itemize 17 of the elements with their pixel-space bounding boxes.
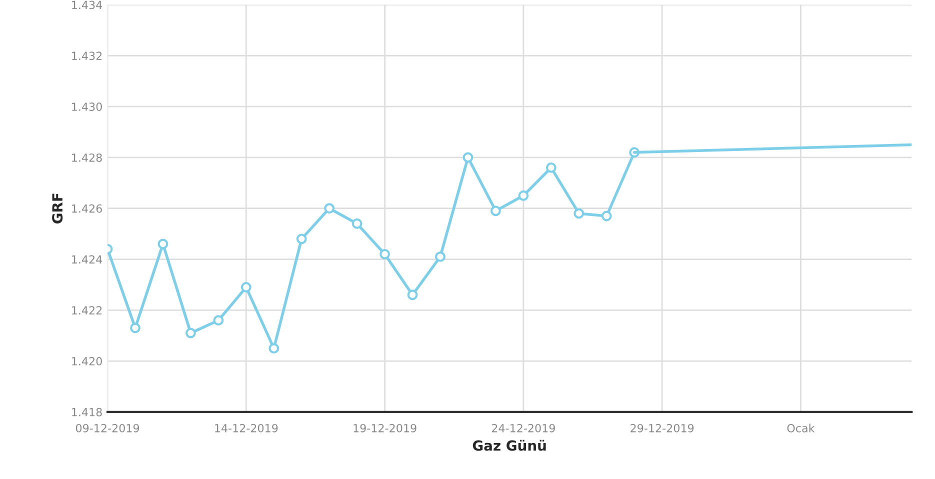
x-tick-label: 14-12-2019 [215, 424, 278, 432]
y-tick-label: 1.432 [72, 52, 102, 60]
y-tick-label: 1.434 [72, 0, 102, 10]
y-tick-label: 1.426 [72, 204, 102, 213]
y-tick-label: 1.424 [72, 255, 102, 264]
y-tick-label: 1.430 [72, 102, 102, 111]
y-tick-label: 1.428 [72, 153, 102, 162]
x-tick-label: 19-12-2019 [354, 424, 416, 432]
x-axis-title: Gaz Günü [472, 440, 546, 451]
y-tick-label: 1.420 [72, 357, 102, 366]
x-tick-label: Ocak [787, 424, 815, 432]
x-tick-label: 24-12-2019 [492, 424, 555, 432]
x-tick-label: 29-12-2019 [630, 424, 694, 432]
x-tick-label: 09-12-2019 [76, 424, 140, 432]
y-tick-label: 1.418 [72, 408, 102, 416]
y-axis-title: GRF [52, 194, 63, 224]
y-tick-label: 1.422 [72, 306, 102, 314]
